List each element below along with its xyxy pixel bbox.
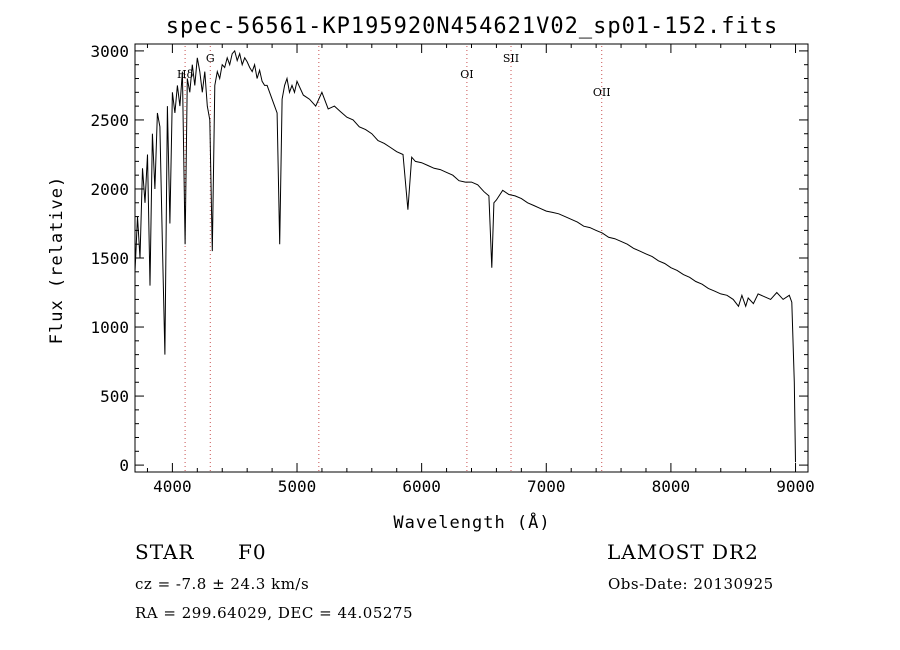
x-tick-label-7000: 7000 <box>527 477 566 496</box>
y-tick-label-0: 0 <box>119 456 129 475</box>
x-axis-label: Wavelength (Å) <box>393 511 550 533</box>
x-tick-label-4000: 4000 <box>153 477 192 496</box>
spectrum-line <box>134 49 796 463</box>
observation-date: Obs-Date: 20130925 <box>608 575 774 593</box>
redshift-readout: cz = -7.8 ± 24.3 km/s <box>135 575 310 593</box>
x-tick-label-5000: 5000 <box>278 477 317 496</box>
line-label-3: OI <box>460 68 473 81</box>
object-class: STAR <box>135 540 195 564</box>
x-tick-label-6000: 6000 <box>402 477 441 496</box>
line-label-5: OII <box>593 86 611 99</box>
y-tick-label-2500: 2500 <box>90 111 129 130</box>
y-tick-label-1000: 1000 <box>90 318 129 337</box>
x-tick-label-8000: 8000 <box>652 477 691 496</box>
line-label-4: SII <box>503 52 519 65</box>
y-tick-label-500: 500 <box>100 387 129 406</box>
x-tick-label-9000: 9000 <box>776 477 815 496</box>
y-tick-label-1500: 1500 <box>90 249 129 268</box>
y-tick-label-2000: 2000 <box>90 180 129 199</box>
y-tick-label-3000: 3000 <box>90 42 129 61</box>
survey-name: LAMOST DR2 <box>607 540 759 564</box>
y-axis-label: Flux (relative) <box>47 176 67 345</box>
plot-frame <box>134 43 809 473</box>
line-label-0: Hδ <box>177 68 194 81</box>
plot-area: Hδ G OI SII OII 4000 5000 6000 7000 8000 9000 0 500 1… <box>90 42 814 496</box>
coordinates-readout: RA = 299.64029, DEC = 44.05275 <box>135 604 414 622</box>
chart-title: spec-56561-KP195920N454621V02_sp01-152.f… <box>166 14 779 39</box>
line-label-1: G <box>206 52 215 65</box>
subclass: F0 <box>238 540 267 564</box>
